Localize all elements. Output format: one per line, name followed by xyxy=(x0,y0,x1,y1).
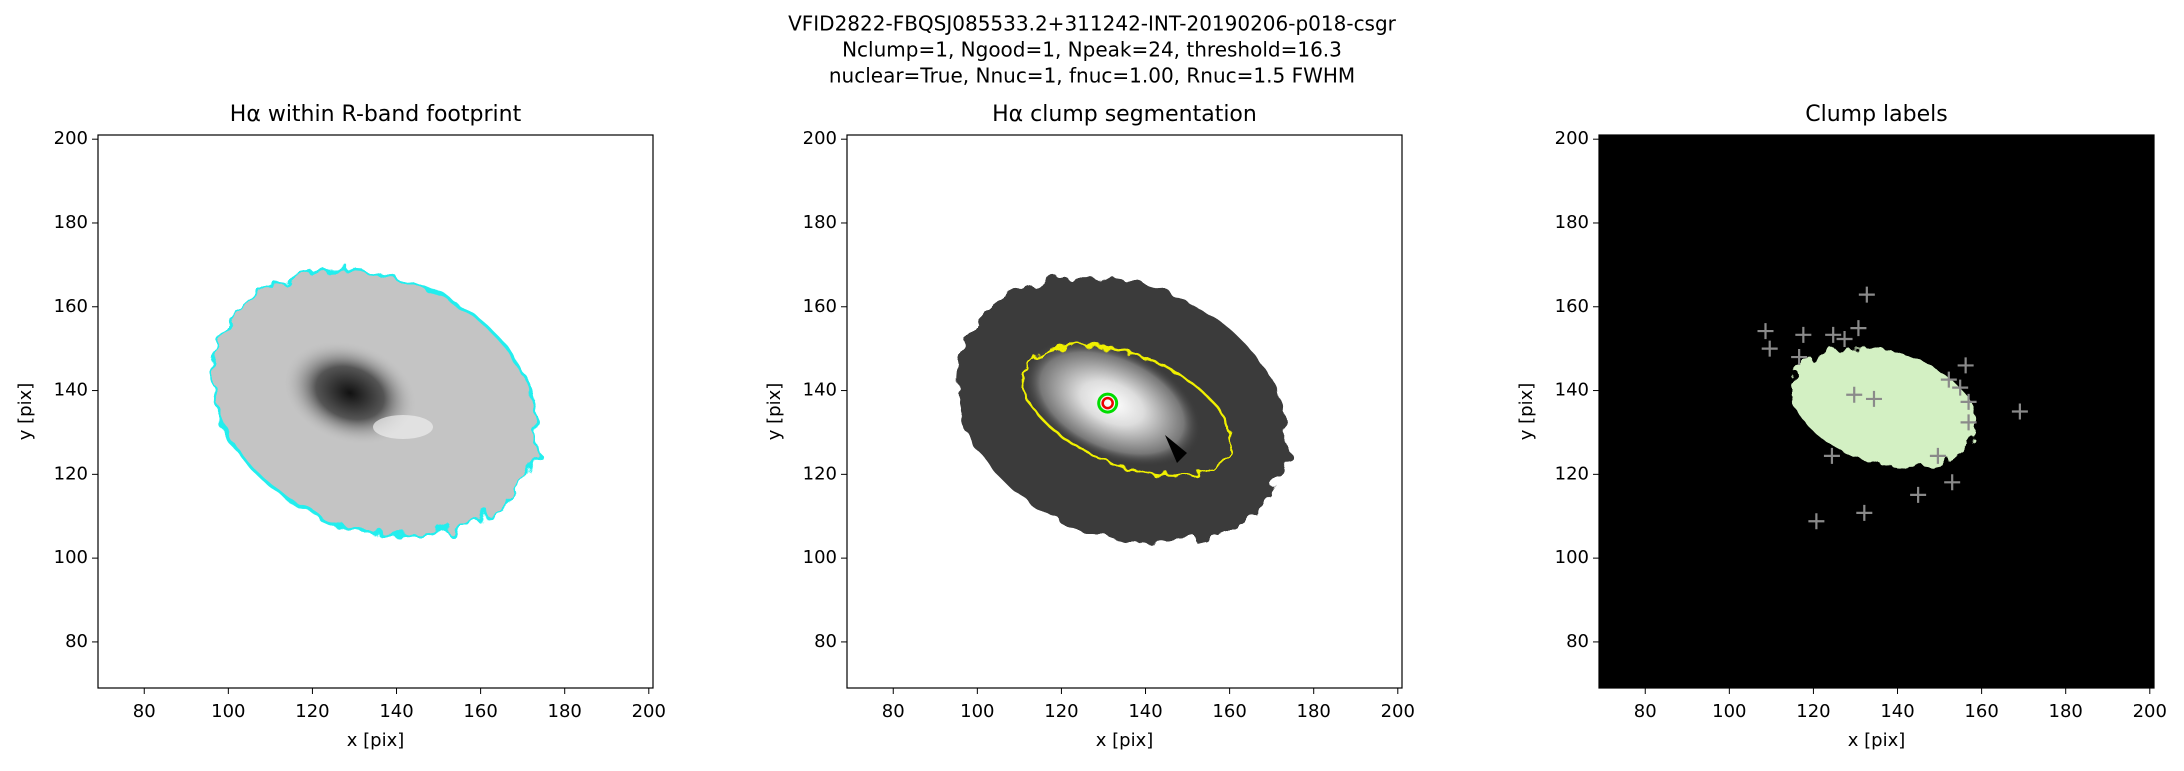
peak-marker xyxy=(1952,379,1969,396)
y-axis-label: y [pix] xyxy=(764,383,785,441)
peak-marker xyxy=(1940,371,1957,388)
x-tick-label: 100 xyxy=(960,701,994,722)
y-tick-label: 160 xyxy=(1555,296,1589,317)
image-1 xyxy=(210,268,540,538)
suptitle: VFID2822-FBQSJ085533.2+311242-INT-201902… xyxy=(788,12,1397,36)
peak-marker xyxy=(1823,447,1840,464)
peak-marker xyxy=(2011,403,2028,420)
x-tick-label: 180 xyxy=(2049,701,2083,722)
axes-frame xyxy=(1598,134,2155,689)
axes-title: Clump labels xyxy=(1805,102,1947,127)
y-tick-label: 80 xyxy=(1566,631,1589,652)
x-tick-label: 200 xyxy=(2133,701,2167,722)
peak-marker xyxy=(1957,357,1974,374)
y-tick-label: 160 xyxy=(54,296,88,317)
nucleus-marker xyxy=(1097,392,1119,414)
y-tick-label: 80 xyxy=(814,631,837,652)
axes-frame xyxy=(97,134,654,689)
x-tick-label: 120 xyxy=(1044,701,1078,722)
y-tick-label: 180 xyxy=(803,212,837,233)
x-tick-label: 160 xyxy=(463,701,497,722)
suptitle: Nclump=1, Ngood=1, Npeak=24, threshold=1… xyxy=(842,38,1342,62)
y-axis-label: y [pix] xyxy=(1516,383,1537,441)
y-tick-label: 140 xyxy=(1555,380,1589,401)
y-tick-label: 80 xyxy=(65,631,88,652)
x-tick-label: 80 xyxy=(133,701,156,722)
x-tick-label: 200 xyxy=(632,701,666,722)
y-axis-label: y [pix] xyxy=(15,383,36,441)
y-tick-label: 120 xyxy=(54,463,88,484)
x-tick-label: 200 xyxy=(1381,701,1415,722)
y-tick-label: 120 xyxy=(1555,463,1589,484)
x-tick-label: 180 xyxy=(548,701,582,722)
peak-marker xyxy=(1960,393,1977,410)
y-tick-label: 120 xyxy=(803,463,837,484)
y-tick-label: 180 xyxy=(54,212,88,233)
x-tick-label: 120 xyxy=(1796,701,1830,722)
axes-frame xyxy=(846,134,1403,689)
x-tick-label: 120 xyxy=(295,701,329,722)
y-tick-label: 140 xyxy=(803,380,837,401)
x-tick-label: 80 xyxy=(1634,701,1657,722)
peak-marker xyxy=(1929,447,1946,464)
peak-marker xyxy=(1865,390,1882,407)
peak-marker xyxy=(1850,320,1867,337)
y-tick-label: 100 xyxy=(803,547,837,568)
peak-marker xyxy=(1825,326,1842,343)
nucleus-center xyxy=(1101,396,1114,410)
y-tick-label: 200 xyxy=(803,128,837,149)
peak-marker xyxy=(1858,286,1875,303)
image-3 xyxy=(1599,135,2154,688)
peak-marker xyxy=(1846,386,1863,403)
x-axis-label: x [pix] xyxy=(347,730,405,751)
y-tick-label: 100 xyxy=(1555,547,1589,568)
y-tick-label: 140 xyxy=(54,380,88,401)
x-tick-label: 80 xyxy=(882,701,905,722)
y-tick-label: 200 xyxy=(1555,128,1589,149)
y-tick-label: 200 xyxy=(54,128,88,149)
x-tick-label: 140 xyxy=(1128,701,1162,722)
peak-marker xyxy=(1808,513,1825,530)
y-tick-label: 180 xyxy=(1555,212,1589,233)
suptitle: nuclear=True, Nnuc=1, fnuc=1.00, Rnuc=1.… xyxy=(829,64,1355,88)
peak-marker xyxy=(1836,331,1853,348)
axes-title: Hα within R-band footprint xyxy=(230,102,522,127)
peak-marker xyxy=(1795,326,1812,343)
peak-marker xyxy=(1944,474,1961,491)
x-axis-label: x [pix] xyxy=(1096,730,1154,751)
x-tick-label: 180 xyxy=(1297,701,1331,722)
y-tick-label: 160 xyxy=(803,296,837,317)
peak-marker xyxy=(1761,340,1778,357)
peak-marker xyxy=(1960,414,1977,431)
x-tick-label: 140 xyxy=(1880,701,1914,722)
x-axis-label: x [pix] xyxy=(1848,730,1906,751)
peak-marker xyxy=(1757,323,1774,340)
x-tick-label: 100 xyxy=(211,701,245,722)
x-tick-label: 100 xyxy=(1712,701,1746,722)
image-2 xyxy=(955,276,1289,544)
peak-marker xyxy=(1910,486,1927,503)
y-tick-label: 100 xyxy=(54,547,88,568)
x-tick-label: 160 xyxy=(1212,701,1246,722)
axes-title: Hα clump segmentation xyxy=(992,102,1257,127)
peak-marker xyxy=(1856,504,1873,521)
x-tick-label: 140 xyxy=(379,701,413,722)
x-tick-label: 160 xyxy=(1964,701,1998,722)
peak-marker xyxy=(1791,349,1808,366)
